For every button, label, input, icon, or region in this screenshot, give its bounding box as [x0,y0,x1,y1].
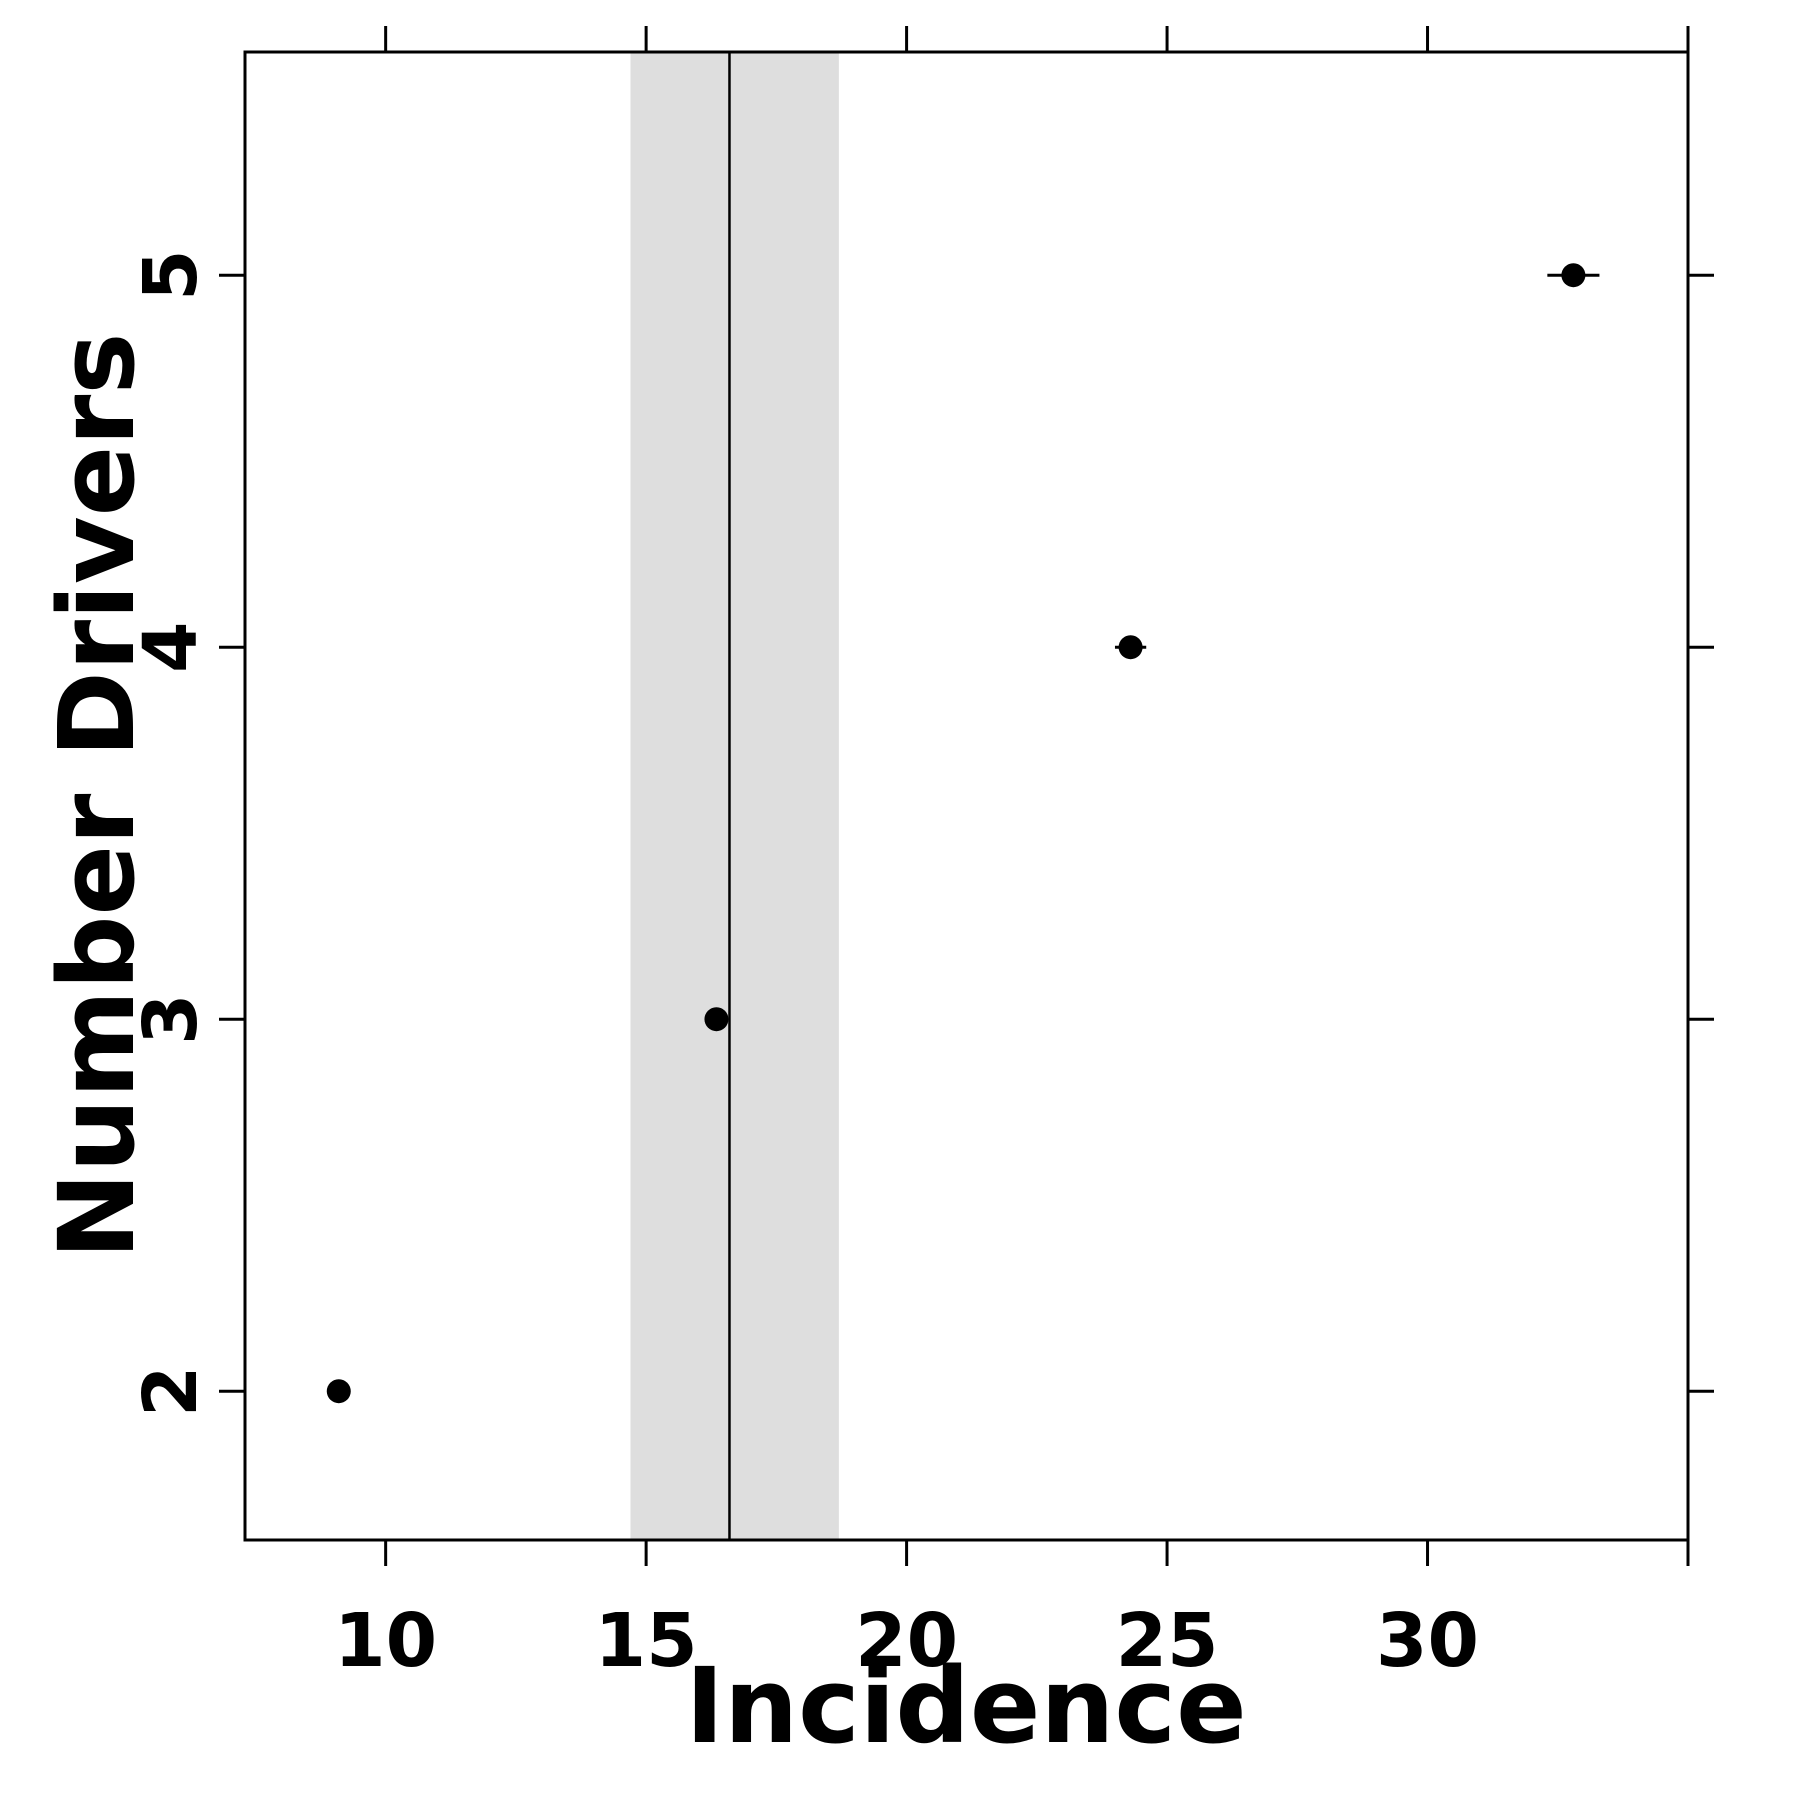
data-point [704,1007,729,1032]
data-point [1118,635,1143,660]
x-tick-label: 25 [1116,1598,1219,1684]
data-point [1561,263,1586,288]
x-tick-label: 15 [595,1598,698,1684]
y-axis-title: Number Drivers [36,333,158,1260]
x-tick-label: 30 [1376,1598,1479,1684]
y-tick-label: 3 [128,993,214,1044]
tick-layer [219,26,1714,1566]
y-tick-label: 5 [128,249,214,301]
y-tick-label: 2 [128,1365,214,1417]
plot-frame [243,50,1690,1542]
reference-band-layer [630,52,839,1540]
point-layer [326,263,1600,1404]
x-axis-title: Incidence [685,1645,1246,1767]
tick-label-layer: 10 15 20 25 30 2 3 4 5 [128,249,1479,1684]
x-tick-label: 10 [334,1598,437,1684]
reference-band [630,52,839,1540]
x-tick-label: 20 [855,1598,958,1684]
data-point [326,1379,351,1404]
y-tick-label: 4 [128,621,214,673]
